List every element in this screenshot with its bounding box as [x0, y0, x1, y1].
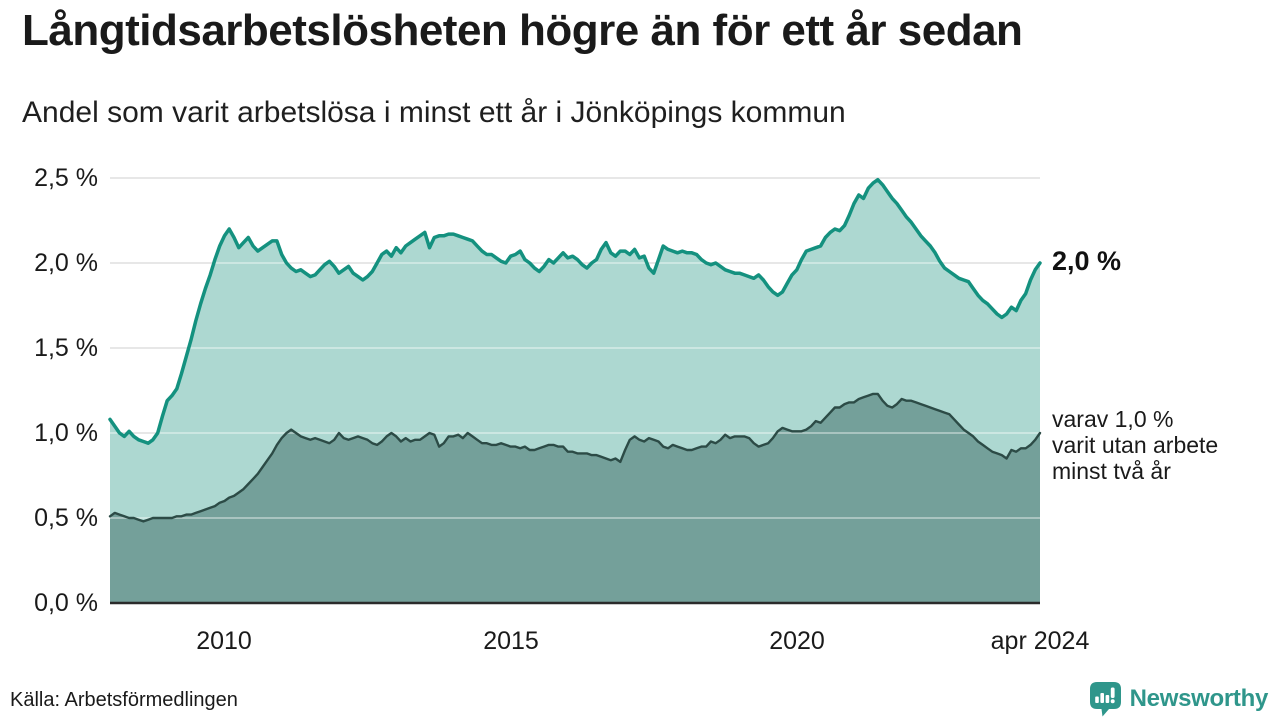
y-axis-tick-label: 2,0 % — [34, 249, 98, 277]
end-value-label-total: 2,0 % — [1052, 246, 1122, 276]
newsworthy-wordmark: Newsworthy — [1129, 685, 1269, 712]
y-axis-tick-label: 1,0 % — [34, 419, 98, 447]
x-axis-tick-label: apr 2024 — [990, 627, 1090, 655]
y-axis-tick-label: 0,5 % — [34, 504, 98, 532]
y-axis-tick-label: 1,5 % — [34, 334, 98, 362]
y-axis-tick-label: 2,5 % — [34, 164, 98, 192]
end-value-label-line: minst två år — [1052, 458, 1171, 484]
series-total-line — [108, 177, 1042, 445]
page-title: Långtidsarbetslösheten högre än för ett … — [22, 6, 1023, 55]
end-value-label-line: varit utan arbete — [1052, 432, 1219, 458]
end-value-label-line: varav 1,0 % — [1052, 406, 1174, 432]
page-subtitle: Andel som varit arbetslösa i minst ett å… — [22, 96, 846, 129]
x-axis-tick-label: 2015 — [483, 627, 539, 655]
x-axis-tick-label: 2020 — [769, 627, 825, 655]
y-axis-tick-label: 0,0 % — [34, 589, 98, 617]
source-note: Källa: Arbetsförmedlingen — [10, 689, 238, 711]
series-two-plus-line — [108, 392, 1042, 523]
newsworthy-brand: Newsworthy — [1089, 681, 1268, 717]
series-two-plus-area — [110, 393, 1040, 603]
newsworthy-logo-icon — [1089, 682, 1121, 717]
x-axis-tick-label: 2010 — [196, 627, 252, 655]
end-value-label-two-plus: varav 1,0 % varit utan arbete minst två … — [1052, 406, 1218, 484]
